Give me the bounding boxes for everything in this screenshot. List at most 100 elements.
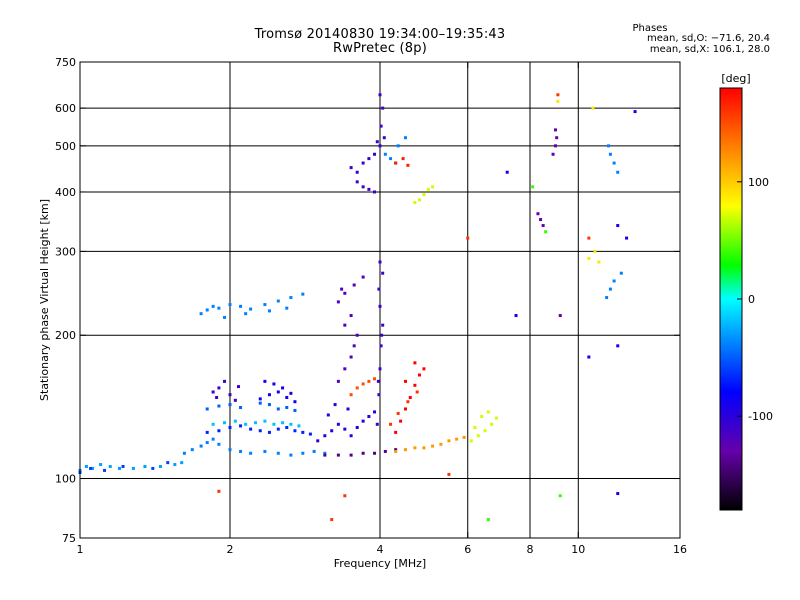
data-point bbox=[308, 432, 312, 436]
data-point bbox=[199, 444, 203, 448]
data-point bbox=[381, 106, 385, 110]
data-point bbox=[211, 422, 215, 426]
data-point bbox=[253, 421, 257, 425]
grid-lines bbox=[80, 62, 680, 538]
data-point bbox=[236, 385, 240, 389]
data-point bbox=[431, 444, 435, 448]
data-point bbox=[346, 407, 350, 411]
data-point bbox=[426, 187, 430, 191]
data-point bbox=[406, 400, 410, 404]
data-point bbox=[605, 296, 609, 300]
data-point bbox=[355, 180, 359, 184]
data-point bbox=[258, 401, 262, 405]
data-point bbox=[263, 419, 267, 423]
data-point bbox=[355, 386, 359, 390]
data-point bbox=[263, 449, 267, 453]
data-point bbox=[349, 434, 353, 438]
data-point bbox=[272, 382, 276, 386]
data-point bbox=[267, 393, 271, 397]
data-point bbox=[228, 393, 232, 397]
data-point bbox=[556, 99, 560, 103]
data-point bbox=[531, 185, 535, 189]
data-point bbox=[541, 224, 545, 228]
data-point bbox=[297, 424, 301, 428]
data-point bbox=[312, 449, 316, 453]
y-axis-label: Stationary phase Virtual Height [km] bbox=[38, 199, 51, 401]
data-point bbox=[267, 309, 271, 313]
data-point bbox=[403, 136, 407, 140]
data-point bbox=[373, 451, 377, 455]
data-point bbox=[205, 441, 209, 445]
data-point bbox=[239, 406, 243, 410]
data-points bbox=[78, 93, 637, 522]
data-point bbox=[223, 315, 227, 319]
data-point bbox=[301, 451, 305, 455]
data-point bbox=[249, 451, 253, 455]
data-point bbox=[377, 393, 381, 397]
data-point bbox=[336, 379, 340, 383]
data-point bbox=[616, 224, 620, 228]
data-point bbox=[473, 425, 477, 429]
data-point bbox=[439, 442, 443, 446]
x-tick-label: 1 bbox=[77, 543, 84, 556]
data-point bbox=[616, 492, 620, 496]
data-point bbox=[276, 390, 280, 394]
y-tick-label: 400 bbox=[55, 186, 76, 199]
data-point bbox=[289, 391, 293, 395]
data-point bbox=[217, 404, 221, 408]
data-point bbox=[383, 152, 387, 156]
x-tick-label: 6 bbox=[464, 543, 471, 556]
data-point bbox=[276, 427, 280, 431]
data-point bbox=[267, 403, 271, 407]
data-point bbox=[151, 466, 155, 470]
data-point bbox=[190, 448, 194, 452]
data-point bbox=[396, 411, 400, 415]
data-point bbox=[494, 416, 498, 420]
colorbar-label: [deg] bbox=[721, 72, 750, 85]
data-point bbox=[553, 144, 557, 148]
data-point bbox=[316, 439, 320, 443]
data-point bbox=[403, 448, 407, 452]
y-tick-label: 600 bbox=[55, 102, 76, 115]
x-tick-label: 10 bbox=[571, 543, 585, 556]
data-point bbox=[285, 406, 289, 410]
data-point bbox=[403, 407, 407, 411]
data-point bbox=[131, 466, 135, 470]
data-point bbox=[379, 124, 383, 128]
data-point bbox=[333, 403, 337, 407]
data-point bbox=[244, 312, 248, 316]
data-point bbox=[375, 140, 379, 144]
data-point bbox=[486, 518, 490, 522]
data-point bbox=[239, 449, 243, 453]
data-point bbox=[289, 296, 293, 300]
data-point bbox=[285, 306, 289, 310]
data-point bbox=[173, 463, 177, 467]
data-point bbox=[490, 422, 494, 426]
data-point bbox=[593, 249, 597, 253]
data-point bbox=[249, 427, 253, 431]
x-tick-label: 16 bbox=[673, 543, 687, 556]
data-point bbox=[182, 451, 186, 455]
data-point bbox=[367, 157, 371, 161]
data-point bbox=[377, 287, 381, 291]
data-point bbox=[382, 136, 386, 140]
data-point bbox=[263, 303, 267, 307]
data-point bbox=[597, 260, 601, 264]
colorbar-tick-label: 0 bbox=[748, 293, 755, 306]
data-point bbox=[555, 136, 559, 140]
data-point bbox=[217, 306, 221, 310]
data-point bbox=[389, 422, 393, 426]
data-point bbox=[544, 230, 548, 234]
data-point bbox=[352, 344, 356, 348]
data-point bbox=[211, 390, 215, 394]
data-point bbox=[330, 518, 334, 522]
data-point bbox=[401, 157, 405, 161]
data-point bbox=[336, 453, 340, 457]
data-point bbox=[361, 161, 365, 165]
colorbar-tick-label: -100 bbox=[748, 410, 773, 423]
data-point bbox=[180, 461, 184, 465]
data-point bbox=[383, 449, 387, 453]
data-point bbox=[343, 323, 347, 327]
data-point bbox=[355, 425, 359, 429]
